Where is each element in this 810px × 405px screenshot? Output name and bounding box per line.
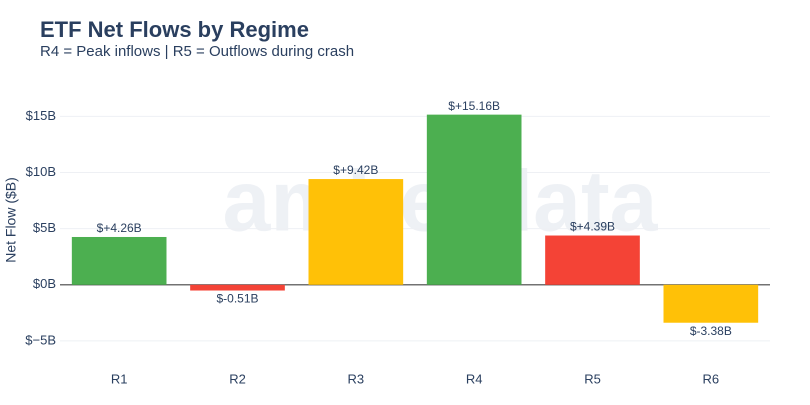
y-tick-label: $15B [26,108,56,123]
value-label: $-3.38B [690,324,732,338]
x-tick-label: R2 [229,371,246,386]
value-label: $+9.42B [333,163,378,177]
bar [663,284,759,323]
bar [71,236,167,285]
y-tick-label: $−5B [25,332,56,347]
y-axis-label: Net Flow ($B) [3,177,19,263]
value-label: $+15.16B [448,99,500,113]
x-tick-label: R5 [584,371,601,386]
y-tick-label: $5B [33,220,56,235]
x-tick-label: R1 [111,371,128,386]
value-label: $-0.51B [216,292,258,306]
chart-subtitle: R4 = Peak inflows | R5 = Outflows during… [40,43,354,60]
x-tick-label: R4 [466,371,483,386]
bar [426,114,522,285]
value-label: $+4.26B [97,221,142,235]
x-tick-label: R3 [348,371,365,386]
bar [545,235,640,285]
y-tick-label: $10B [26,164,56,179]
x-tick-label: R6 [703,371,720,386]
value-label: $+4.39B [570,220,615,234]
y-tick-label: $0B [33,276,56,291]
bar [308,179,404,285]
bar [190,284,285,291]
chart-title: ETF Net Flows by Regime [40,17,309,42]
